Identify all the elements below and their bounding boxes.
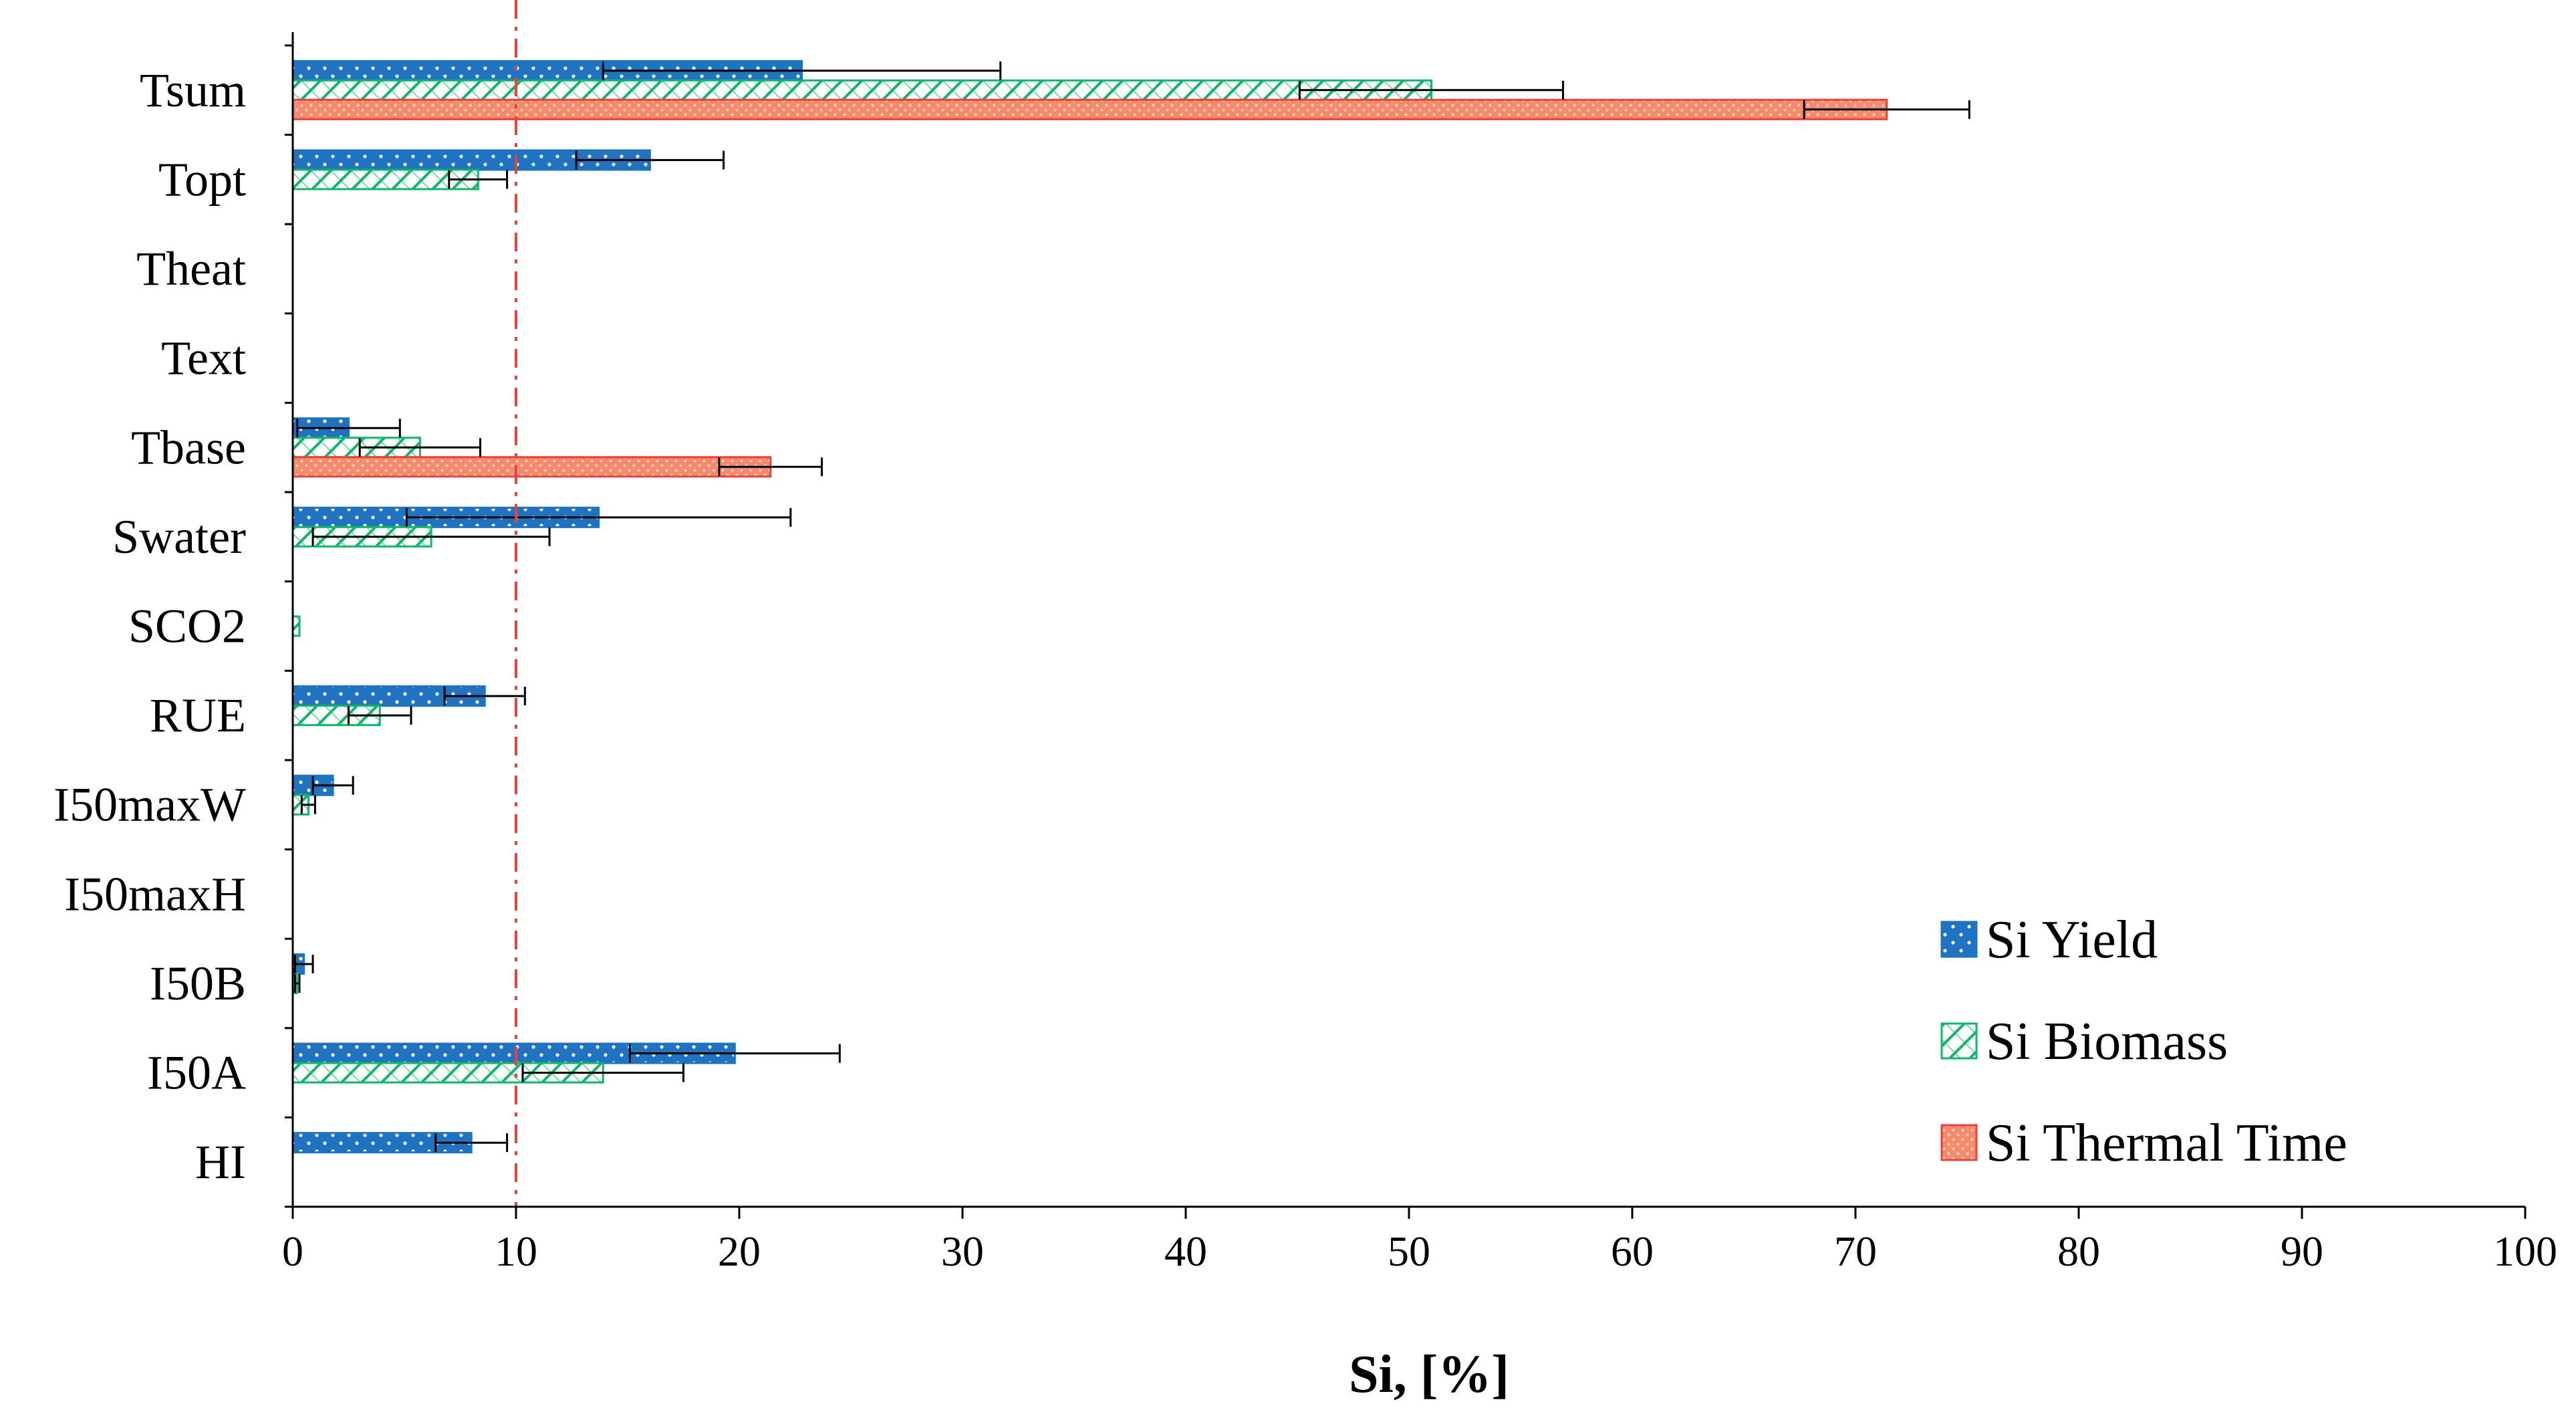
error-bar-si-yield-tbase [296, 419, 401, 438]
legend-label-si-thermal-time: Si Thermal Time [1986, 1114, 2347, 1173]
x-tick-labels: 0 10 20 30 40 50 60 70 80 90 100 [282, 1227, 2557, 1275]
category-label-i50maxh: I50maxH [64, 867, 246, 921]
bar-si-biomass-sco2 [291, 615, 301, 637]
error-bar-si-biomass-i50maxw [300, 795, 316, 814]
category-label-sco2: SCO2 [128, 600, 246, 653]
bar-si-thermal-time-tbase [291, 456, 772, 478]
category-label-text: Text [161, 332, 246, 385]
legend-swatch-si-biomass [1940, 1022, 1978, 1060]
x-tick-label: 30 [941, 1227, 984, 1275]
error-bar-si-yield-i50maxw [311, 776, 354, 795]
x-tick-label: 60 [1611, 1227, 1654, 1275]
error-bar-si-thermal-time-tbase [718, 457, 823, 477]
category-label-swater: Swater [112, 510, 246, 564]
legend: Si Yield Si Biomass Si Thermal Time [1940, 911, 2347, 1173]
legend-item-si-thermal-time: Si Thermal Time [1940, 1114, 2347, 1173]
error-bar-si-biomass-topt [448, 170, 509, 189]
x-tick-label: 100 [2493, 1227, 2557, 1275]
x-tick-label: 70 [1834, 1227, 1877, 1275]
error-bar-si-thermal-time-tsum [1803, 100, 1970, 119]
legend-item-si-yield: Si Yield [1940, 911, 2158, 969]
x-tick-label: 20 [718, 1227, 761, 1275]
x-tick-label: 90 [2281, 1227, 2323, 1275]
category-label-i50a: I50A [147, 1046, 246, 1100]
category-label-tbase: Tbase [131, 421, 246, 474]
x-tick-label: 40 [1164, 1227, 1207, 1275]
x-tick-label: 50 [1388, 1227, 1430, 1275]
x-axis-title: Si, [%] [1349, 1345, 1509, 1404]
category-label-hi: HI [195, 1135, 246, 1189]
legend-label-si-biomass: Si Biomass [1986, 1012, 2228, 1071]
error-bar-si-biomass-i50a [521, 1063, 684, 1082]
category-label-theat: Theat [136, 242, 246, 296]
bars-layer [291, 60, 1888, 1154]
legend-swatch-si-thermal-time [1940, 1124, 1978, 1161]
bar-si-biomass-tsum [291, 79, 1432, 101]
category-labels: Tsum Topt Theat Text Tbase Swater SCO2 RUE I50ma… [53, 64, 246, 1189]
category-label-i50b: I50B [150, 957, 246, 1010]
category-label-tsum: Tsum [140, 64, 246, 117]
error-bar-si-yield-topt [575, 150, 725, 170]
error-bar-si-yield-rue [443, 687, 526, 706]
axes [285, 32, 2527, 1219]
bar-si-biomass-topt [291, 168, 479, 191]
category-label-i50maxw: I50maxW [53, 778, 246, 832]
x-tick-label: 80 [2057, 1227, 2100, 1275]
error-bar-si-biomass-tbase [358, 438, 482, 457]
legend-label-si-yield: Si Yield [1986, 911, 2158, 969]
x-tick-label: 0 [282, 1227, 303, 1275]
error-bar-si-biomass-rue [348, 706, 412, 725]
error-bar-si-yield-i50a [628, 1044, 841, 1063]
error-bars-layer [293, 61, 1970, 1153]
error-bar-si-biomass-i50b [293, 973, 301, 993]
error-bar-si-yield-tsum [602, 61, 1002, 80]
bar-si-thermal-time-tsum [291, 98, 1888, 120]
legend-swatch-si-yield [1940, 921, 1978, 958]
error-bar-si-biomass-tsum [1298, 80, 1564, 100]
error-bar-si-yield-hi [434, 1133, 509, 1153]
error-bar-si-yield-i50b [293, 954, 314, 973]
category-label-rue: RUE [150, 689, 246, 742]
category-label-topt: Topt [158, 152, 246, 206]
error-bar-si-yield-swater [405, 507, 792, 527]
legend-item-si-biomass: Si Biomass [1940, 1012, 2228, 1071]
error-bar-si-biomass-swater [311, 527, 551, 546]
x-tick-label: 10 [495, 1227, 537, 1275]
